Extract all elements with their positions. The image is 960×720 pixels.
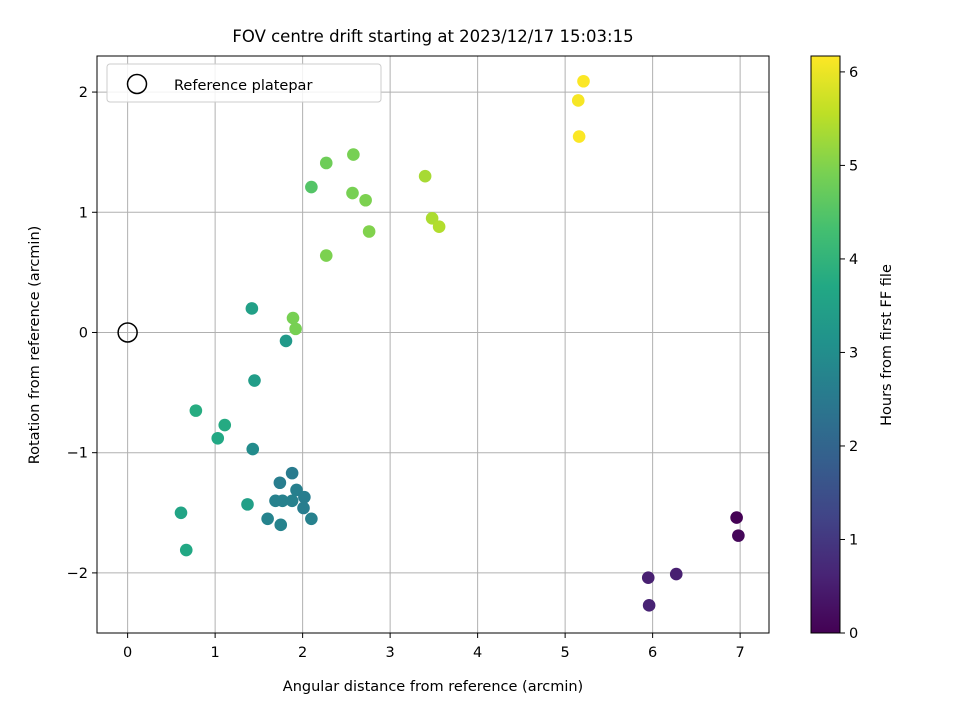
colorbar [810, 55, 841, 634]
scatter-point [246, 442, 260, 456]
scatter-point [319, 249, 333, 262]
x-tick-label: 6 [648, 645, 657, 661]
scatter-point [346, 186, 359, 200]
legend-marker-open-circle [126, 73, 148, 95]
y-tick-label: 1 [79, 205, 88, 221]
y-axis-label: Rotation from reference (arcmin) [27, 226, 43, 465]
scatter-point [179, 543, 193, 557]
scatter-point [218, 418, 232, 432]
colorbar-ticks: 0 1 2 3 4 5 6 [840, 65, 858, 642]
x-tick-label: 0 [123, 645, 132, 661]
colorbar-tick-label: 3 [849, 345, 858, 361]
colorbar-tick-label: 6 [849, 65, 858, 81]
legend-entry-reference-platepar: Reference platepar [174, 78, 312, 94]
y-axis-ticks: 2 1 0 −1 −2 [67, 85, 97, 582]
colorbar-tick-label: 4 [849, 252, 858, 268]
scatter-point [669, 567, 683, 581]
scatter-point [362, 225, 376, 238]
chart-title: FOV centre drift starting at 2023/12/17 … [232, 27, 633, 46]
x-tick-label: 3 [386, 645, 395, 661]
scatter-point [572, 130, 586, 143]
scatter-point [276, 494, 289, 508]
scatter-point [297, 501, 310, 515]
x-tick-label: 7 [736, 645, 745, 661]
scatter-point [279, 334, 293, 348]
grid-lines [97, 56, 769, 633]
scatter-point [211, 431, 225, 445]
colorbar-tick-label: 0 [849, 626, 858, 642]
scatter-point [425, 211, 439, 225]
scatter-point [432, 220, 446, 233]
scatter-point [286, 311, 300, 325]
scatter-point [347, 148, 360, 161]
y-tick-label: 0 [79, 325, 88, 341]
x-axis-ticks: 0 1 2 3 4 5 6 7 [123, 633, 745, 661]
plot-frame [96, 55, 770, 634]
scatter-point [285, 466, 299, 480]
y-tick-label: −2 [67, 566, 88, 582]
scatter-point [245, 302, 259, 315]
scatter-point [577, 74, 590, 88]
x-tick-label: 1 [211, 645, 220, 661]
scatter-point [289, 322, 302, 336]
scatter-point [305, 180, 318, 194]
scatter-point [732, 529, 745, 542]
legend-box [106, 63, 382, 103]
x-tick-label: 2 [298, 645, 307, 661]
y-tick-label: 2 [79, 85, 88, 101]
scatter-point [241, 498, 254, 511]
scatter-point [189, 404, 203, 417]
scatter-point [571, 94, 585, 107]
scatter-point [174, 506, 188, 520]
x-axis-label: Angular distance from reference (arcmin) [283, 679, 583, 695]
scatter-point [319, 156, 333, 170]
scatter-point [285, 494, 299, 508]
x-tick-label: 5 [561, 645, 570, 661]
scatter-point [273, 476, 287, 490]
scatter-point [730, 511, 743, 524]
scatter-point [248, 374, 261, 387]
scatter-point [359, 193, 372, 207]
y-tick-label: −1 [67, 446, 88, 462]
scatter-point [261, 512, 274, 526]
x-tick-label: 4 [473, 645, 482, 661]
scatter-point [642, 599, 656, 612]
scatter-point [298, 490, 311, 504]
colorbar-label: Hours from first FF file [879, 264, 895, 426]
colorbar-tick-label: 1 [849, 532, 858, 548]
legend: Reference platepar [106, 63, 382, 103]
colorbar-tick-label: 2 [849, 439, 858, 455]
scatter-point [641, 571, 655, 585]
scatter-point [418, 169, 432, 183]
data-points [174, 74, 745, 612]
reference-layer [117, 322, 138, 343]
colorbar-tick-label: 5 [849, 158, 858, 174]
scatter-point [274, 518, 288, 532]
reference-platepar-marker [117, 322, 138, 343]
scatter-point [305, 512, 318, 526]
